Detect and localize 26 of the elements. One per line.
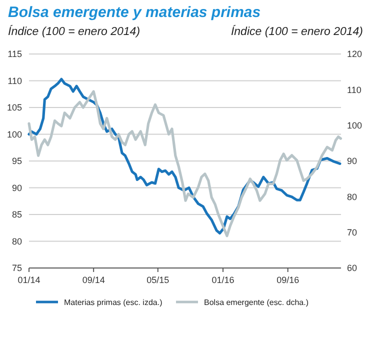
y-tick-label: 95 <box>12 156 22 166</box>
x-tick-label: 09/16 <box>276 275 300 285</box>
x-tick-label: 01/16 <box>212 275 234 285</box>
y-tick-label: 75 <box>12 263 22 274</box>
legend-label: Bolsa emergente (esc. dcha.) <box>204 298 309 307</box>
y2-axis-title: Índice (100 = enero 2014) <box>230 25 364 38</box>
chart-title: Bolsa emergente y materias primas <box>8 4 261 21</box>
y2-tick-label: 100 <box>347 120 362 130</box>
y2-tick-label: 90 <box>347 156 358 166</box>
legend-label: Materias primas (esc. izda.) <box>64 298 163 307</box>
y-tick-label: 80 <box>12 236 22 246</box>
y2-tick-label: 110 <box>347 84 362 95</box>
y-tick-label: 105 <box>6 102 22 113</box>
x-tick-label: 05/15 <box>146 275 170 285</box>
y-axis-title: Índice (100 = enero 2014) <box>8 25 140 38</box>
y-tick-label: 115 <box>8 49 22 60</box>
y-tick-label: 85 <box>12 210 22 220</box>
y-tick-label: 110 <box>8 76 22 86</box>
y2-tick-label: 120 <box>347 49 362 60</box>
y-tick-label: 100 <box>6 129 22 140</box>
x-tick-label: 01/14 <box>18 275 40 285</box>
y2-tick-label: 70 <box>347 227 358 238</box>
y2-tick-label: 60 <box>347 263 358 274</box>
y2-tick-label: 80 <box>347 192 358 202</box>
y-tick-label: 90 <box>12 182 22 193</box>
x-tick-label: 09/14 <box>82 275 105 285</box>
